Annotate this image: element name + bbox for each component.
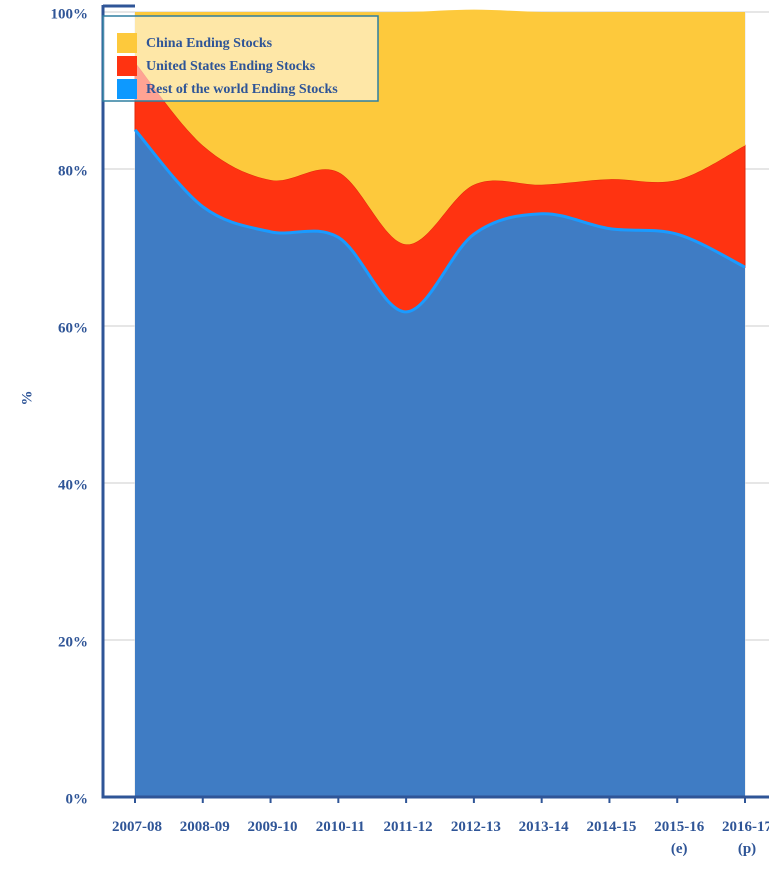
x-tick-label: 2010-11 — [315, 819, 365, 835]
x-tick-label: 2008-09 — [179, 819, 230, 835]
y-tick-label: 60% — [58, 320, 88, 336]
legend: China Ending Stocks United States Ending … — [102, 15, 379, 102]
legend-label: Rest of the world Ending Stocks — [146, 82, 338, 97]
area — [135, 129, 745, 797]
x-tick-label: 2016-17 (p) — [722, 819, 769, 857]
y-tick-label: 80% — [58, 163, 88, 179]
legend-box — [102, 15, 379, 102]
x-tick-label: 2013-14 — [518, 819, 569, 835]
x-tick-label: 2007-08 — [112, 819, 162, 835]
y-tick-label: 100% — [51, 6, 89, 22]
legend-swatch — [117, 33, 137, 53]
y-tick-label: 0% — [66, 791, 89, 807]
y-tick-label: 20% — [58, 634, 88, 650]
x-tick-label: 2009-10 — [247, 819, 298, 835]
x-tick-label: 2012-13 — [450, 819, 501, 835]
y-axis-label: % — [19, 391, 35, 406]
area-line — [133, 128, 746, 314]
x-tick-label: 2014-15 — [586, 819, 637, 835]
legend-label: China Ending Stocks — [146, 36, 273, 51]
x-tick-label: 2011-12 — [383, 819, 433, 835]
legend-label: United States Ending Stocks — [146, 59, 316, 74]
x-tick-label: 2015-16 (e) — [654, 819, 705, 857]
legend-swatch — [117, 56, 137, 76]
legend-swatch — [117, 79, 137, 99]
y-tick-label: 40% — [58, 477, 88, 493]
